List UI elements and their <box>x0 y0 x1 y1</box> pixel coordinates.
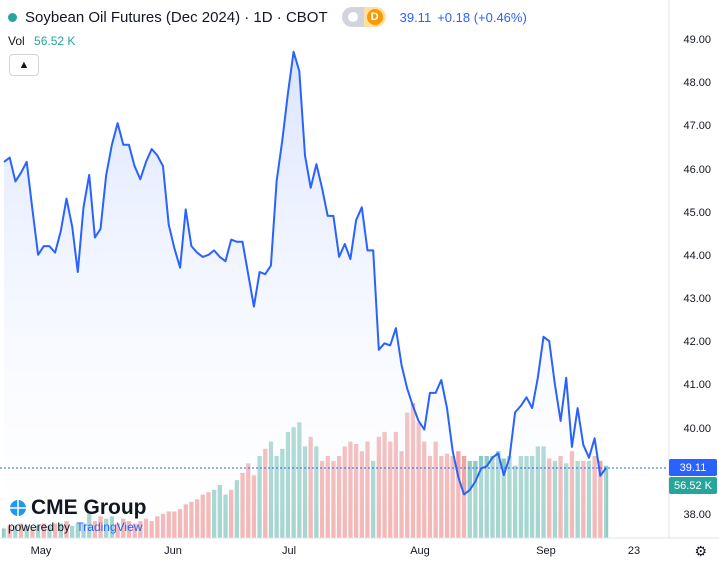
price-tick-label: 49.00 <box>683 34 711 47</box>
chevron-up-icon: ▲ <box>18 59 30 71</box>
price-area-fill <box>4 51 606 539</box>
collapse-legend-button[interactable]: ▲ <box>9 54 39 76</box>
symbol-status-dot <box>8 12 17 22</box>
volume-label: Vol <box>8 34 25 48</box>
interval-badge[interactable]: D <box>363 7 386 27</box>
symbol-title: Soybean Oil Futures (Dec 2024) · 1D · CB… <box>25 8 328 26</box>
time-tick-label: May <box>30 545 52 557</box>
time-tick-label: Sep <box>536 545 556 557</box>
chart-header: Soybean Oil Futures (Dec 2024) · 1D · CB… <box>8 6 527 28</box>
time-tick-label: 23 <box>627 545 641 557</box>
price-tick-label: 42.00 <box>683 336 711 349</box>
price-tick-label: 47.00 <box>683 120 711 133</box>
volume-bar <box>603 465 609 538</box>
price-change: +0.18 (+0.46%) <box>437 9 527 25</box>
price-tick-label: 40.00 <box>683 422 711 435</box>
last-price: 39.11 <box>399 9 432 25</box>
price-tag: 39.11 <box>669 459 717 476</box>
price-line <box>3 50 607 496</box>
price-tick-label: 45.00 <box>683 206 711 219</box>
volume-tag: 56.52 K <box>669 477 717 494</box>
market-status-badge[interactable] <box>341 7 364 27</box>
time-tick-label: Jul <box>281 545 297 557</box>
cme-logo: CME Group <box>8 496 147 520</box>
cme-globe-icon <box>10 500 26 516</box>
price-tick-label: 38.00 <box>683 509 711 521</box>
price-tick-label: 43.00 <box>683 293 711 306</box>
price-tick-label: 41.00 <box>683 379 711 392</box>
powered-by: powered by TradingView <box>8 520 143 534</box>
price-tick-label: 48.00 <box>683 77 711 90</box>
tradingview-name: TradingView <box>76 520 143 534</box>
time-tick-label: Jun <box>164 545 182 557</box>
price-tick-label: 46.00 <box>683 163 711 176</box>
gear-icon[interactable]: ⚙ <box>694 543 707 559</box>
branding[interactable]: CME Group powered by TradingView <box>8 496 147 534</box>
time-tick-label: Aug <box>410 545 430 557</box>
price-tick-label: 44.00 <box>683 249 711 262</box>
volume-value: 56.52 K <box>34 34 76 48</box>
volume-legend: Vol 56.52 K <box>8 34 75 48</box>
circle-icon <box>347 12 358 22</box>
